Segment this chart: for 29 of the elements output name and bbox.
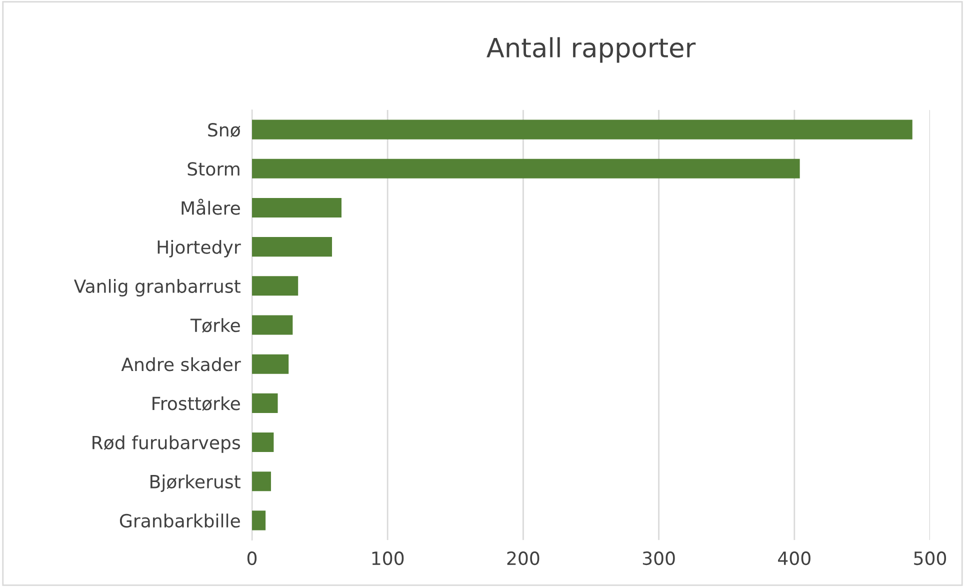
bar [252, 120, 912, 140]
y-tick-label: Granbarkbille [120, 514, 240, 528]
y-tick-label: Snø [208, 123, 240, 138]
bar [252, 237, 332, 257]
y-tick-label: Vanlig granbarrust [74, 279, 240, 297]
y-tick-label: Storm [188, 162, 240, 176]
bar [252, 276, 298, 296]
x-tick-label: 100 [372, 551, 404, 566]
y-tick-label: Rød furubarveps [92, 435, 240, 453]
bar [252, 198, 342, 218]
chart-title: Antall rapporter [486, 37, 696, 63]
bar [252, 510, 266, 530]
y-tick-label: Frosttørke [152, 396, 240, 411]
bar [252, 432, 274, 452]
bar [252, 315, 293, 335]
x-tick-label: 200 [507, 551, 540, 566]
x-tick-label: 400 [778, 551, 810, 566]
x-tick-label: 500 [914, 551, 946, 566]
y-tick-label: Bjørkerust [150, 474, 240, 492]
y-tick-label: Andre skader [121, 357, 241, 372]
y-tick-label: Hjortedyr [158, 240, 241, 258]
x-tick-label: 300 [642, 551, 675, 566]
bar [252, 393, 278, 413]
bar [252, 354, 289, 374]
bar [252, 158, 800, 178]
x-tick-label: 0 [247, 551, 257, 566]
bar [252, 472, 271, 492]
y-tick-label: Tørke [190, 318, 240, 333]
y-tick-label: Målere [182, 198, 240, 215]
